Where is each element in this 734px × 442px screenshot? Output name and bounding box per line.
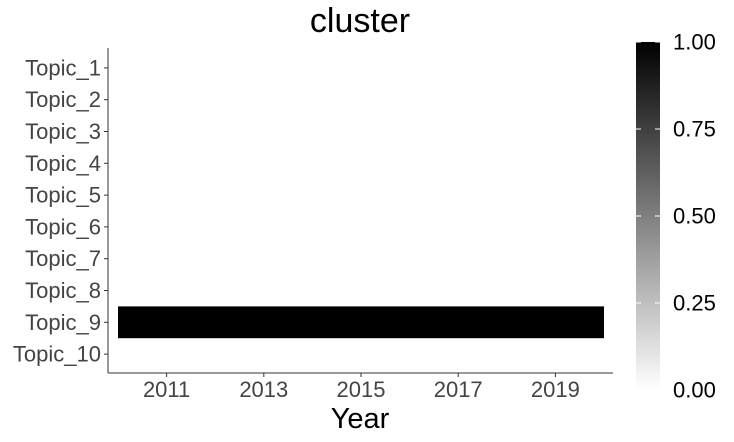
x-axis-title: Year <box>331 403 390 435</box>
colorbar-tick-label: 0.75 <box>673 117 716 142</box>
colorbar-ticks: 0.00 0.25 0.50 0.75 1.00 <box>636 30 716 403</box>
colorbar-tick-label: 0.25 <box>673 291 716 316</box>
colorbar-tick-label: 0.00 <box>673 378 716 403</box>
y-tick-label: Topic_3 <box>25 119 101 144</box>
colorbar-tick-label: 0.50 <box>673 204 716 229</box>
x-tick-label: 2019 <box>531 377 580 402</box>
y-tick-label: Topic_7 <box>25 246 101 271</box>
plot-panel: Topic_1 Topic_2 Topic_3 Topic_4 Topic_5 Topic… <box>13 48 613 402</box>
chart-title: cluster <box>310 2 410 40</box>
x-tick-label: 2015 <box>337 377 386 402</box>
y-tick-label: Topic_10 <box>13 342 101 367</box>
y-axis-ticks: Topic_1 Topic_2 Topic_3 Topic_4 Topic_5 Topic… <box>13 55 108 367</box>
heatmap-cell <box>118 306 604 339</box>
x-axis-ticks: 2011 2013 2015 2017 2019 <box>143 373 580 402</box>
y-tick-label: Topic_6 <box>25 214 101 239</box>
x-tick-label: 2017 <box>434 377 483 402</box>
y-tick-label: Topic_4 <box>25 151 101 176</box>
y-tick-label: Topic_9 <box>25 310 101 335</box>
y-tick-label: Topic_8 <box>25 278 101 303</box>
x-tick-label: 2013 <box>239 377 288 402</box>
colorbar-tick-label: 1.00 <box>673 30 716 55</box>
heatmap-cells <box>118 306 604 339</box>
y-tick-label: Topic_1 <box>25 55 101 80</box>
colorbar: 0.00 0.25 0.50 0.75 1.00 <box>636 30 716 403</box>
y-tick-label: Topic_5 <box>25 183 101 208</box>
y-tick-label: Topic_2 <box>25 87 101 112</box>
x-tick-label: 2011 <box>143 377 190 402</box>
